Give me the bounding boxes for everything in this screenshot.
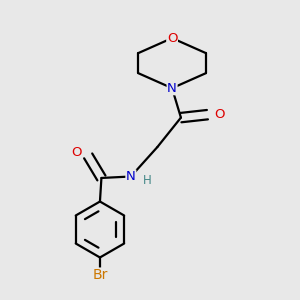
- Text: O: O: [71, 146, 82, 159]
- Text: Br: Br: [92, 268, 108, 282]
- Text: H: H: [143, 173, 152, 187]
- Text: N: N: [126, 170, 136, 183]
- Text: N: N: [167, 82, 177, 95]
- Text: O: O: [167, 32, 177, 45]
- Text: O: O: [214, 108, 224, 121]
